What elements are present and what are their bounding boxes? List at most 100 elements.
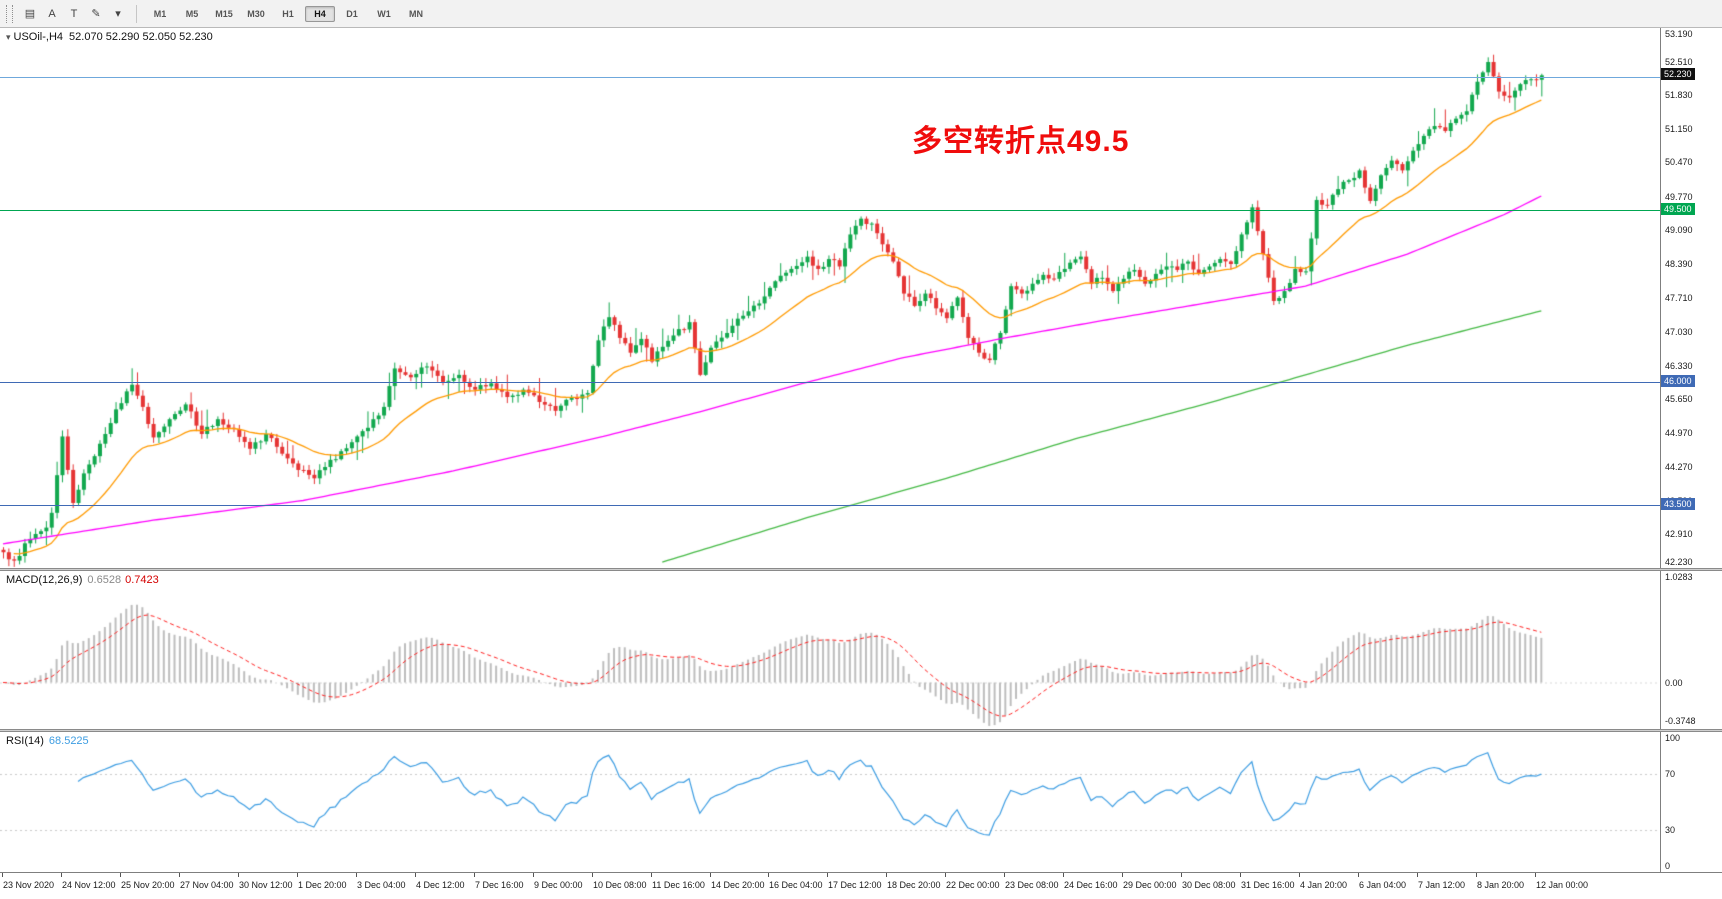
timeframe-button-d1[interactable]: D1 bbox=[346, 8, 358, 19]
dropdown-caret-icon[interactable]: ▾ bbox=[115, 8, 121, 20]
time-axis-label: 23 Dec 08:00 bbox=[1005, 880, 1059, 890]
price-level-tag-46.000: 46.000 bbox=[1661, 375, 1695, 388]
time-axis-tick bbox=[1476, 873, 1477, 877]
time-axis-tick bbox=[1240, 873, 1241, 877]
time-axis-label: 6 Jan 04:00 bbox=[1359, 880, 1407, 890]
time-axis-label: 12 Jan 00:00 bbox=[1536, 880, 1589, 890]
price-axis-label: 53.190 bbox=[1665, 29, 1693, 39]
symbol-name: USOil-,H4 bbox=[13, 31, 64, 43]
time-axis-label: 7 Jan 12:00 bbox=[1418, 880, 1466, 890]
price-axis-label: 42.910 bbox=[1665, 529, 1693, 540]
macd-axis[interactable]: 1.0283 0.00 -0.3748 bbox=[1660, 571, 1722, 729]
chart-type-icon[interactable]: ▤ bbox=[24, 8, 36, 20]
timeframe-button-m5[interactable]: M5 bbox=[185, 8, 199, 19]
time-axis-tick bbox=[61, 873, 62, 877]
timeframe-button-mn[interactable]: MN bbox=[409, 8, 423, 19]
time-axis-tick bbox=[592, 873, 593, 877]
time-axis-label: 1 Dec 20:00 bbox=[298, 880, 347, 890]
macd-name: MACD(12,26,9) bbox=[6, 574, 83, 586]
time-axis-tick bbox=[474, 873, 475, 877]
main-chart-panel: ▾ USOil-,H4 52.070 52.290 52.050 52.230 多空… bbox=[0, 28, 1722, 568]
time-axis-tick bbox=[1299, 873, 1300, 877]
crosshair-icon[interactable]: A bbox=[48, 7, 56, 20]
timeframe-button-m30[interactable]: M30 bbox=[247, 8, 265, 19]
timeframe-button-h4[interactable]: H4 bbox=[305, 5, 335, 22]
timeframe-button-m15[interactable]: M15 bbox=[215, 8, 233, 19]
time-axis-tick bbox=[356, 873, 357, 877]
time-axis-tick bbox=[415, 873, 416, 877]
time-axis-label: 30 Nov 12:00 bbox=[239, 880, 293, 890]
panel-divider-rsi[interactable] bbox=[0, 729, 1722, 732]
tool-icons: ▤ A T ✎ ▾ bbox=[19, 4, 129, 24]
draw-tool-icon[interactable]: ✎ bbox=[91, 8, 101, 20]
price-axis-label: 44.970 bbox=[1665, 428, 1693, 438]
macd-canvas[interactable] bbox=[0, 571, 1660, 729]
chart-dropdown-icon[interactable]: ▾ bbox=[6, 32, 11, 42]
time-axis-label: 25 Nov 20:00 bbox=[121, 880, 175, 890]
panel-divider-macd[interactable] bbox=[0, 568, 1722, 571]
time-axis-label: 17 Dec 12:00 bbox=[828, 880, 882, 890]
rsi-axis-label: 70 bbox=[1665, 769, 1676, 779]
time-axis-tick bbox=[179, 873, 180, 877]
chart-area: ▾ USOil-,H4 52.070 52.290 52.050 52.230 多空… bbox=[0, 28, 1722, 899]
horizontal-line-43.5[interactable] bbox=[0, 505, 1660, 506]
timeframe-button-w1[interactable]: W1 bbox=[377, 8, 391, 19]
time-axis-tick bbox=[1063, 873, 1064, 877]
timeframe-toolbar: M1 M5 M15 M30 H1 H4 D1 W1 MN bbox=[144, 5, 432, 22]
time-axis-label: 9 Dec 00:00 bbox=[534, 880, 583, 890]
time-axis-label: 11 Dec 16:00 bbox=[652, 880, 705, 890]
rsi-canvas[interactable] bbox=[0, 732, 1660, 872]
time-axis-label: 18 Dec 20:00 bbox=[887, 880, 941, 890]
time-axis-tick bbox=[297, 873, 298, 877]
time-axis-label: 31 Dec 16:00 bbox=[1241, 880, 1295, 890]
macd-label: MACD(12,26,9) 0.6528 0.7423 bbox=[6, 574, 159, 586]
current-price-tag: 52.230 bbox=[1661, 68, 1695, 81]
time-axis-tick bbox=[1358, 873, 1359, 877]
horizontal-line-49.5[interactable] bbox=[0, 210, 1660, 211]
time-axis-label: 3 Dec 04:00 bbox=[357, 880, 406, 890]
price-axis-label: 44.270 bbox=[1665, 462, 1693, 473]
time-axis-label: 8 Jan 20:00 bbox=[1477, 880, 1525, 890]
price-axis-label: 49.770 bbox=[1665, 191, 1693, 202]
time-axis-tick bbox=[1004, 873, 1005, 877]
price-axis[interactable]: 53.190 52.510 51.830 51.150 50.470 49.770 49.0… bbox=[1660, 28, 1722, 568]
text-tool-icon[interactable]: T bbox=[70, 7, 78, 20]
time-axis-tick bbox=[533, 873, 534, 877]
time-axis-tick bbox=[1181, 873, 1182, 877]
rsi-axis[interactable]: 100 70 30 0 bbox=[1660, 732, 1722, 872]
annotation-text[interactable]: 多空转折点49.5 bbox=[912, 125, 1130, 158]
timeframe-button-m1[interactable]: M1 bbox=[153, 8, 167, 19]
toolbar-grip[interactable] bbox=[6, 4, 13, 23]
time-axis-tick bbox=[1417, 873, 1418, 877]
horizontal-line-46[interactable] bbox=[0, 382, 1660, 383]
symbol-title: ▾ USOil-,H4 52.070 52.290 52.050 52.230 bbox=[6, 31, 213, 43]
price-chart-canvas[interactable] bbox=[0, 28, 1660, 568]
time-axis-tick bbox=[2, 873, 3, 877]
time-axis-label: 4 Jan 20:00 bbox=[1300, 880, 1348, 890]
time-axis-label: 7 Dec 16:00 bbox=[475, 880, 524, 890]
price-axis-label: 52.510 bbox=[1665, 56, 1693, 67]
macd-axis-label: -0.3748 bbox=[1665, 716, 1696, 727]
time-axis-tick bbox=[827, 873, 828, 877]
time-axis-tick bbox=[710, 873, 711, 877]
macd-panel: MACD(12,26,9) 0.6528 0.7423 1.0283 0.00 -0.3… bbox=[0, 571, 1722, 729]
time-axis-label: 24 Nov 12:00 bbox=[62, 880, 116, 890]
toolbar-separator bbox=[136, 4, 137, 23]
time-axis[interactable]: 23 Nov 2020 24 Nov 12:00 25 Nov 20:00 27 No… bbox=[0, 872, 1722, 899]
horizontal-line-52.2[interactable] bbox=[0, 77, 1660, 78]
time-axis-tick bbox=[651, 873, 652, 877]
symbol-ohlc: 52.070 52.290 52.050 52.230 bbox=[69, 31, 213, 43]
price-axis-label: 47.710 bbox=[1665, 293, 1693, 303]
price-axis-label: 50.470 bbox=[1665, 157, 1693, 167]
price-axis-label: 46.330 bbox=[1665, 360, 1693, 371]
price-axis-label: 42.230 bbox=[1665, 557, 1693, 567]
time-axis-label: 14 Dec 20:00 bbox=[711, 880, 765, 890]
timeframe-button-h1[interactable]: H1 bbox=[282, 8, 294, 19]
macd-axis-label: 1.0283 bbox=[1665, 572, 1693, 582]
price-level-tag-43.500: 43.500 bbox=[1661, 498, 1695, 511]
macd-main-value: 0.6528 bbox=[87, 574, 122, 586]
price-axis-label: 51.150 bbox=[1665, 123, 1693, 134]
time-axis-label: 27 Nov 04:00 bbox=[180, 880, 234, 890]
price-axis-label: 47.030 bbox=[1665, 326, 1693, 337]
